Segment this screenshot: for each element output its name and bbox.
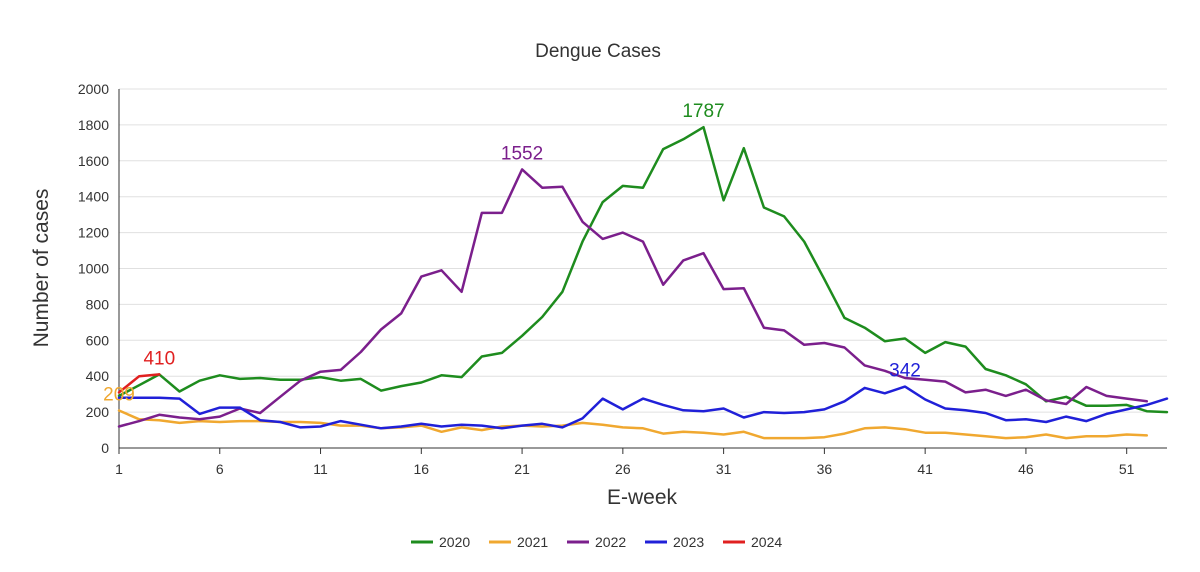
x-tick-label: 6	[216, 461, 224, 477]
legend-item-2023[interactable]: 2023	[645, 534, 704, 550]
y-tick-label: 200	[86, 404, 110, 420]
y-tick-label: 1600	[78, 153, 109, 169]
x-tick-label: 51	[1119, 461, 1135, 477]
y-tick-label: 800	[86, 296, 110, 312]
series-line-2022[interactable]	[117, 168, 1149, 428]
legend-label: 2024	[751, 534, 782, 550]
x-tick-label: 31	[716, 461, 732, 477]
legend-label: 2022	[595, 534, 626, 550]
data-labels: 1787 1552 410 209 342	[103, 101, 921, 405]
series-line-2024[interactable]	[117, 373, 161, 394]
legend-item-2021[interactable]: 2021	[489, 534, 548, 550]
x-tick-label: 16	[414, 461, 430, 477]
y-tick-label: 1400	[78, 189, 109, 205]
legend-item-2020[interactable]: 2020	[411, 534, 470, 550]
data-label-2021: 209	[103, 384, 135, 405]
legend-label: 2020	[439, 534, 470, 550]
y-tick-label: 1200	[78, 225, 109, 241]
data-label-2020: 1787	[682, 101, 724, 122]
x-tick-label: 26	[615, 461, 631, 477]
x-tick-label: 1	[115, 461, 123, 477]
x-tick-label: 41	[917, 461, 933, 477]
x-tick-label: 46	[1018, 461, 1034, 477]
series-line-2020[interactable]	[117, 125, 1169, 414]
y-tick-label: 0	[101, 440, 109, 456]
y-tick-label: 1800	[78, 117, 109, 133]
grid	[119, 88, 1167, 413]
series-line-2021[interactable]	[117, 409, 1149, 440]
legend-label: 2023	[673, 534, 704, 550]
series-line-2023[interactable]	[117, 385, 1169, 430]
x-tick-label: 21	[514, 461, 530, 477]
y-axis-title: Number of cases	[30, 189, 53, 348]
x-axis-title: E-week	[607, 486, 678, 509]
legend-item-2022[interactable]: 2022	[567, 534, 626, 550]
data-label-2023: 342	[889, 361, 921, 382]
data-label-2022: 1552	[501, 143, 543, 164]
y-tick-label: 2000	[78, 81, 109, 97]
legend[interactable]: 2020 2021 2022 2023 2024	[411, 534, 782, 550]
chart-title: Dengue Cases	[535, 41, 661, 62]
y-tick-label: 1000	[78, 261, 109, 277]
data-label-2024: 410	[143, 348, 175, 369]
y-tick-label: 400	[86, 368, 110, 384]
legend-item-2024[interactable]: 2024	[723, 534, 782, 550]
y-tick-label: 600	[86, 332, 110, 348]
legend-label: 2021	[517, 534, 548, 550]
x-tick-label: 11	[313, 461, 328, 477]
x-tick-label: 36	[817, 461, 833, 477]
series-lines	[117, 125, 1169, 440]
